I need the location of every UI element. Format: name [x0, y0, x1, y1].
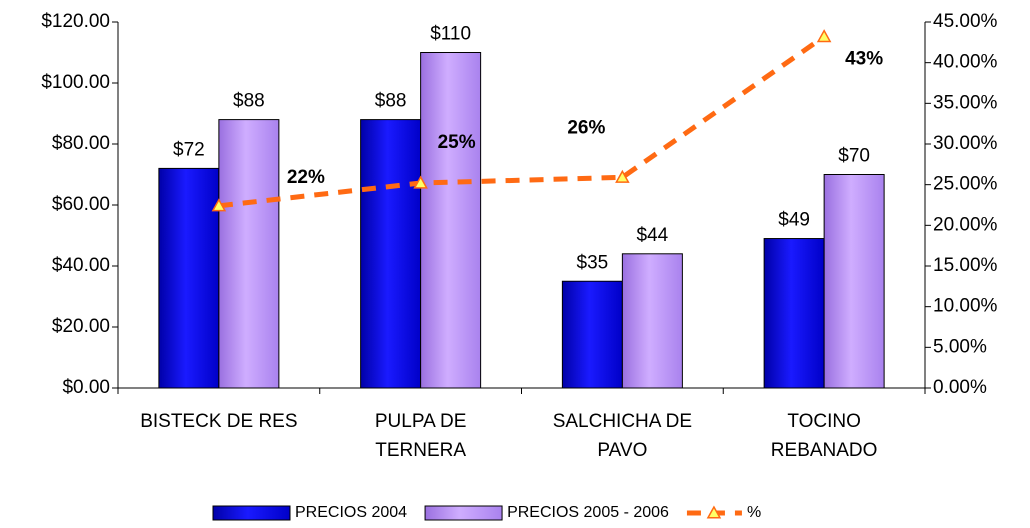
bar-value-label: $70 [838, 146, 870, 167]
y-tick-label: $60.00 [52, 194, 110, 215]
y2-tick-label: 10.00% [933, 296, 998, 317]
x-tick-label: PAVO [597, 440, 647, 461]
bar-value-label: $35 [577, 252, 609, 273]
legend-swatch [706, 505, 722, 519]
y2-tick-label: 30.00% [933, 133, 998, 154]
x-tick-label: PULPA DE [375, 411, 467, 432]
bar [218, 119, 280, 389]
x-tick-label: REBANADO [771, 440, 878, 461]
y2-tick-label: 15.00% [933, 255, 998, 276]
y-tick-label: $20.00 [52, 316, 110, 337]
y-tick-label: $80.00 [52, 133, 110, 154]
x-tick-label: TOCINO [787, 411, 861, 432]
y2-tick-label: 0.00% [933, 377, 987, 398]
line [218, 34, 826, 209]
x-tick-label: TERNERA [375, 440, 466, 461]
line-marker [816, 29, 832, 43]
x-tick-label: BISTECK DE RES [140, 411, 297, 432]
bar [360, 119, 422, 389]
line-value-label: 26% [567, 117, 605, 138]
bar-value-label: $110 [430, 24, 471, 45]
line-value-label: 22% [287, 167, 325, 188]
line-marker [211, 198, 227, 212]
y2-tick-label: 5.00% [933, 336, 987, 357]
y2-tick-label: 45.00% [933, 11, 998, 32]
legend-label: % [747, 504, 761, 521]
legend-swatch [424, 505, 503, 521]
line-value-label: 43% [845, 49, 883, 70]
bar-value-label: $49 [778, 210, 810, 231]
bar-value-label: $88 [233, 91, 265, 112]
y2-tick-label: 25.00% [933, 174, 998, 195]
bar [823, 174, 885, 389]
bar [420, 52, 482, 389]
bar [621, 253, 683, 389]
y2-tick-label: 35.00% [933, 92, 998, 113]
bar [561, 280, 623, 389]
line-value-label: 25% [438, 132, 476, 153]
y2-tick-label: 20.00% [933, 214, 998, 235]
bar-value-label: $44 [637, 225, 669, 246]
bar-value-label: $88 [375, 91, 407, 112]
bar-value-label: $72 [173, 139, 205, 160]
bar [763, 238, 825, 389]
y-tick-label: $40.00 [52, 255, 110, 276]
y-tick-label: $0.00 [62, 377, 110, 398]
line-marker [615, 169, 630, 183]
legend-label: PRECIOS 2004 [295, 504, 407, 521]
y-tick-label: $100.00 [41, 72, 110, 93]
line-marker [413, 175, 428, 189]
legend-swatch [212, 505, 291, 521]
legend-label: PRECIOS 2005 - 2006 [507, 504, 669, 521]
y2-tick-label: 40.00% [933, 52, 998, 73]
bar [158, 167, 220, 389]
x-tick-label: SALCHICHA DE [553, 411, 692, 432]
y-tick-label: $120.00 [41, 11, 110, 32]
